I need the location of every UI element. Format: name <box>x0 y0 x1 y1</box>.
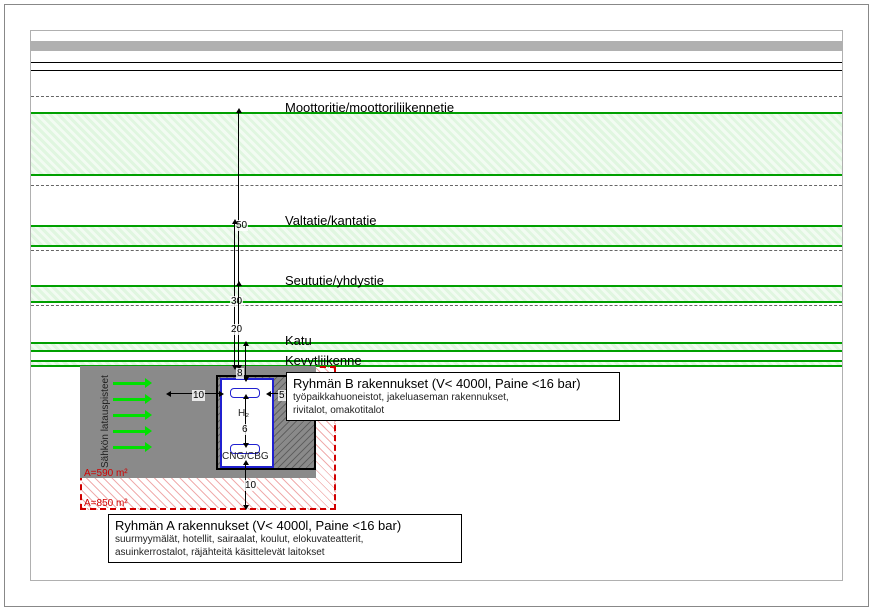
dim-text-3: 8 <box>236 368 244 379</box>
dashed-line-9 <box>31 305 842 306</box>
ev-charger-icon-4 <box>113 446 145 449</box>
ev-charger-icon-2 <box>113 414 145 417</box>
solid-line-2 <box>31 70 842 71</box>
dashed-line-7 <box>31 250 842 251</box>
dim-text-6: 10 <box>244 480 257 491</box>
ev-label: Sähkön latauspisteet <box>100 375 111 468</box>
road-label-2: Seututie/yhdystie <box>285 273 384 288</box>
band-green-8 <box>31 285 842 303</box>
road-label-3: Katu <box>285 333 312 348</box>
band-green-6 <box>31 225 842 247</box>
callout-title-0: Ryhmän B rakennukset (V< 4000l, Paine <1… <box>293 376 613 392</box>
callout-1: Ryhmän A rakennukset (V< 4000l, Paine <1… <box>108 514 462 563</box>
callout-title-1: Ryhmän A rakennukset (V< 4000l, Paine <1… <box>115 518 455 534</box>
dim-line-3 <box>245 345 246 378</box>
callout-sub-0: työpaikkahuoneistot, jakeluaseman rakenn… <box>293 392 613 417</box>
dim-text-7: 10 <box>192 390 205 401</box>
dim-line-1 <box>234 223 235 366</box>
area-label-1: A=850 m² <box>84 498 128 509</box>
road-label-0: Moottoritie/moottoriliikennetie <box>285 100 454 115</box>
dim-text-1: 30 <box>230 296 243 307</box>
ev-charger-icon-0 <box>113 382 145 385</box>
band-gray <box>31 41 842 51</box>
dashed-line-5 <box>31 185 842 186</box>
h2-label: H₂ <box>238 408 249 419</box>
diagram-canvas: Moottoritie/moottoriliikennetie Valtatie/… <box>0 0 873 611</box>
band-green-4 <box>31 112 842 176</box>
dim-text-4: 5 <box>278 390 286 401</box>
callout-0: Ryhmän B rakennukset (V< 4000l, Paine <1… <box>286 372 620 421</box>
ev-charger-icon-3 <box>113 430 145 433</box>
solid-line-1 <box>31 62 842 63</box>
dashed-line-3 <box>31 96 842 97</box>
callout-sub-1: suurmyymälät, hotellit, sairaalat, koulu… <box>115 534 455 559</box>
dim-text-5: 6 <box>241 424 249 435</box>
road-label-1: Valtatie/kantatie <box>285 213 377 228</box>
ev-charger-icon-1 <box>113 398 145 401</box>
dim-text-2: 20 <box>230 324 243 335</box>
area-label-0: A=590 m² <box>84 468 128 479</box>
dim-line-5 <box>245 398 246 444</box>
band-green-10 <box>31 342 842 352</box>
